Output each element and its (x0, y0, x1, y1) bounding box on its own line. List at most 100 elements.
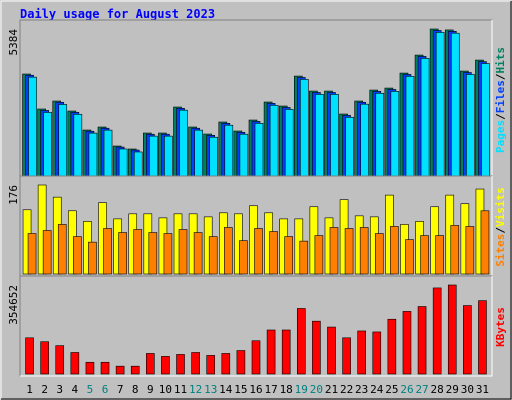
bar (58, 104, 68, 177)
bar (420, 58, 430, 177)
x-tick-label: 31 (476, 383, 489, 396)
legend: Pages/Files/Hits (494, 47, 507, 153)
y-tick-label: 176 (7, 185, 20, 205)
bar (100, 361, 110, 375)
bar (191, 352, 200, 375)
bar (236, 350, 246, 375)
bar (161, 356, 170, 375)
bar (85, 361, 95, 375)
bar (103, 228, 112, 275)
x-tick-label: 23 (355, 383, 368, 396)
bar (466, 74, 475, 177)
bar (481, 63, 490, 177)
bar (146, 353, 155, 375)
bar (284, 109, 294, 177)
x-tick-label: 1 (26, 383, 33, 396)
bar (88, 132, 98, 177)
bar (133, 151, 143, 177)
bar (27, 233, 37, 275)
x-tick-label: 16 (249, 383, 262, 396)
bar (390, 226, 399, 275)
panel-edge (20, 276, 493, 377)
bar (103, 129, 113, 177)
x-tick-label: 17 (264, 383, 277, 396)
bar (164, 135, 173, 177)
x-tick-label: 5 (87, 383, 94, 396)
bar (432, 287, 442, 375)
bar (402, 311, 412, 375)
bar (239, 240, 248, 275)
bar (206, 355, 216, 375)
x-tick-label: 19 (295, 383, 308, 396)
bar (133, 229, 143, 275)
legend-separator: / (494, 113, 507, 120)
bar (176, 354, 185, 375)
bar (269, 231, 278, 275)
bar (329, 227, 339, 275)
bar (42, 230, 52, 275)
bar (239, 133, 249, 177)
bar (178, 229, 188, 275)
bar (281, 329, 291, 375)
bar (266, 329, 276, 375)
bar (251, 340, 261, 375)
bar (357, 330, 366, 375)
bar (28, 76, 37, 177)
x-tick-label: 24 (370, 383, 384, 396)
bar (254, 123, 264, 177)
bar (447, 284, 457, 375)
bar (193, 232, 203, 275)
bar (254, 228, 263, 275)
bar (130, 365, 140, 375)
bar (478, 300, 487, 375)
bar (40, 341, 49, 375)
legend: KBytes (494, 307, 507, 347)
x-tick-label: 6 (102, 383, 109, 396)
bar (221, 353, 231, 375)
bar (296, 308, 306, 375)
bar (88, 241, 97, 275)
bar (284, 236, 293, 275)
bar (450, 32, 460, 177)
x-tick-label: 7 (117, 383, 124, 396)
bar (387, 318, 397, 375)
bar (194, 129, 203, 177)
legend-entry: Visits (494, 187, 507, 227)
bar (269, 104, 279, 177)
x-tick-label: 13 (204, 383, 217, 396)
bar (299, 240, 309, 275)
x-tick-label: 2 (41, 383, 48, 396)
bar (435, 235, 444, 275)
bar (359, 227, 369, 275)
legend-entry: Pages (494, 120, 507, 153)
legend-separator: / (494, 227, 507, 234)
bar (179, 109, 188, 177)
x-tick-label: 8 (132, 383, 139, 396)
x-tick-label: 15 (234, 383, 247, 396)
bar (463, 305, 472, 375)
x-tick-label: 27 (415, 383, 428, 396)
bar (390, 91, 400, 177)
x-tick-label: 3 (56, 383, 63, 396)
x-tick-label: 30 (461, 383, 474, 396)
bar (163, 233, 173, 275)
x-tick-label: 28 (431, 383, 444, 396)
x-tick-label: 20 (310, 383, 323, 396)
x-tick-label: 11 (174, 383, 187, 396)
x-tick-label: 29 (446, 383, 459, 396)
bar (465, 226, 475, 275)
bar (375, 92, 385, 177)
bar (25, 337, 34, 375)
chart-title: Daily usage for August 2023 (20, 7, 215, 21)
bar (115, 365, 125, 375)
x-tick-label: 18 (280, 383, 293, 396)
bar (480, 210, 490, 275)
bar (405, 239, 414, 275)
x-tick-label: 9 (147, 383, 154, 396)
bar (315, 94, 324, 177)
legend-entry: Sites (494, 234, 507, 267)
bar (312, 320, 321, 375)
bar (314, 235, 324, 275)
x-tick-label: 22 (340, 383, 353, 396)
